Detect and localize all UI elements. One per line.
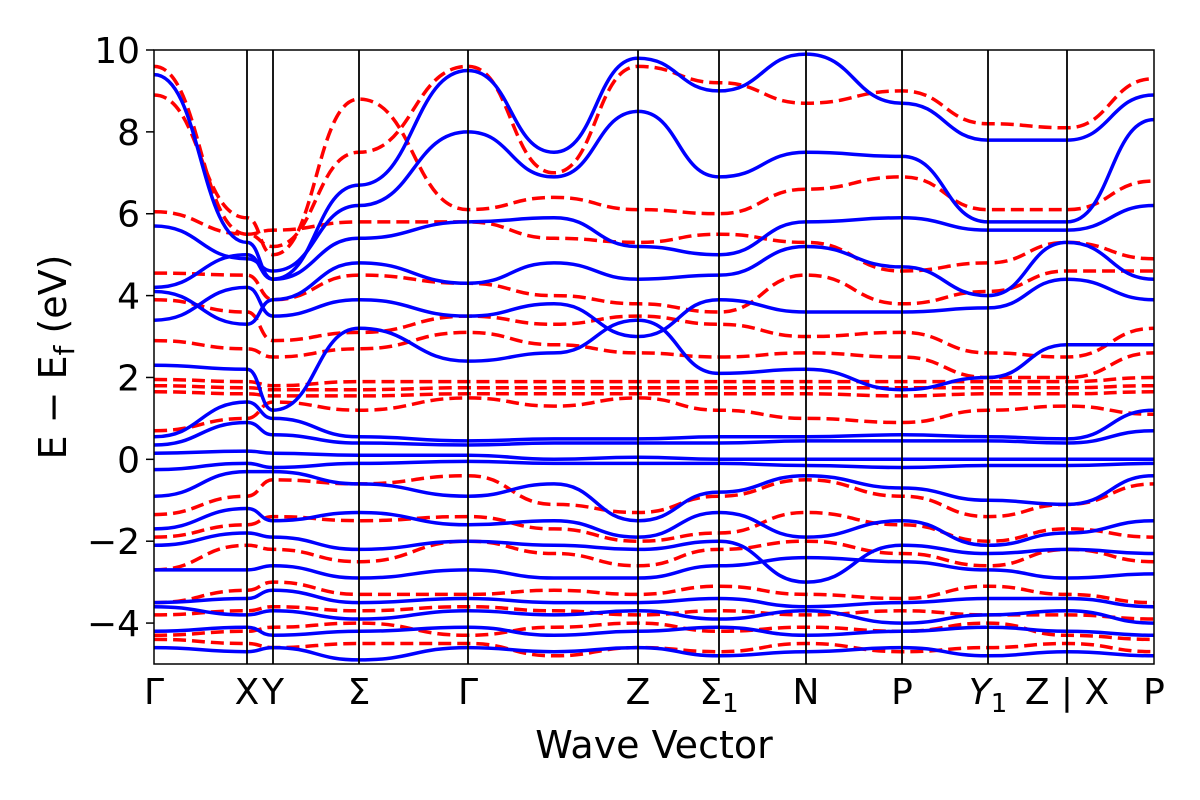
kpoint-lines: [246, 50, 1068, 664]
band-line-solid-30: [154, 555, 1154, 580]
band-line-dashed-5: [154, 330, 1154, 380]
y-tick-label-2: 0: [117, 440, 140, 481]
y-tick-label-4: 4: [117, 277, 140, 318]
x-tick-label-11: P: [1143, 672, 1165, 713]
x-tick-label-2: Y: [261, 672, 285, 713]
x-tick-label-sub-6: 1: [722, 689, 739, 719]
band-line-dashed-4: [154, 297, 1154, 359]
x-tick-label-main-1: X: [235, 672, 260, 713]
series-layer: [154, 52, 1154, 662]
x-tick-label-sub-9: 1: [991, 689, 1008, 719]
band-line-solid-34: [154, 645, 1154, 662]
band-line-dashed-9: [154, 396, 1154, 433]
plot-frame: [153, 49, 1155, 665]
band-line-dashed-10: [154, 473, 1154, 519]
y-axis-label: E − Ef (eV): [31, 254, 81, 459]
band-line-solid-24: [154, 420, 1154, 447]
y-tick-label-0: −4: [87, 604, 140, 645]
x-tick-label-6: Σ1: [699, 672, 738, 719]
y-axis-label-main: E − E: [31, 355, 75, 459]
band-line-solid-25: [154, 449, 1154, 462]
y-tick-label-5: 6: [117, 195, 140, 236]
x-tick-label-main-11: P: [1143, 672, 1165, 713]
x-tick-label-4: Γ: [458, 672, 478, 713]
x-tick-label-main-4: Γ: [458, 672, 478, 713]
y-tick-label-6: 8: [117, 113, 140, 154]
x-tick-label-9: Y1: [969, 672, 1008, 719]
x-tick-label-0: Γ: [144, 672, 164, 713]
y-axis-ticks: −4 −2 0 2 4 6 8 10: [87, 31, 154, 645]
x-tick-label-7: N: [793, 672, 820, 713]
x-tick-label-main-8: P: [891, 672, 913, 713]
x-tick-label-main-0: Γ: [144, 672, 164, 713]
x-tick-label-1: X: [235, 672, 260, 713]
x-tick-label-main-7: N: [793, 672, 820, 713]
y-tick-label-3: 2: [117, 358, 140, 399]
x-tick-label-main-9: Y: [969, 672, 994, 713]
x-axis-label: Wave Vector: [535, 723, 773, 767]
y-tick-label-7: 10: [94, 31, 140, 72]
y-tick-label-1: −2: [87, 522, 140, 563]
x-tick-label-5: Z: [626, 672, 651, 713]
x-tick-label-main-3: Σ: [348, 672, 371, 713]
band-line-solid-33: [154, 625, 1154, 638]
band-line-solid-23: [154, 400, 1154, 443]
y-axis-label-unit: (eV): [31, 254, 75, 333]
x-tick-label-main-2: Y: [261, 672, 285, 713]
y-axis-label-subscript: f: [48, 344, 81, 355]
band-line-dashed-3: [154, 269, 1154, 314]
x-tick-label-8: P: [891, 672, 913, 713]
x-tick-label-3: Σ: [348, 672, 371, 713]
x-tick-label-main-6: Σ: [699, 672, 722, 713]
band-line-solid-26: [154, 459, 1154, 472]
x-tick-label-main-10: Z | X: [1025, 672, 1109, 713]
band-line-solid-21: [154, 277, 1154, 339]
y-axis-label-unit-space: [31, 334, 75, 346]
band-line-solid-19: [154, 203, 1154, 290]
band-line-solid-27: [154, 469, 1154, 523]
x-tick-label-main-5: Z: [626, 672, 651, 713]
x-tick-label-10: Z | X: [1025, 672, 1109, 713]
